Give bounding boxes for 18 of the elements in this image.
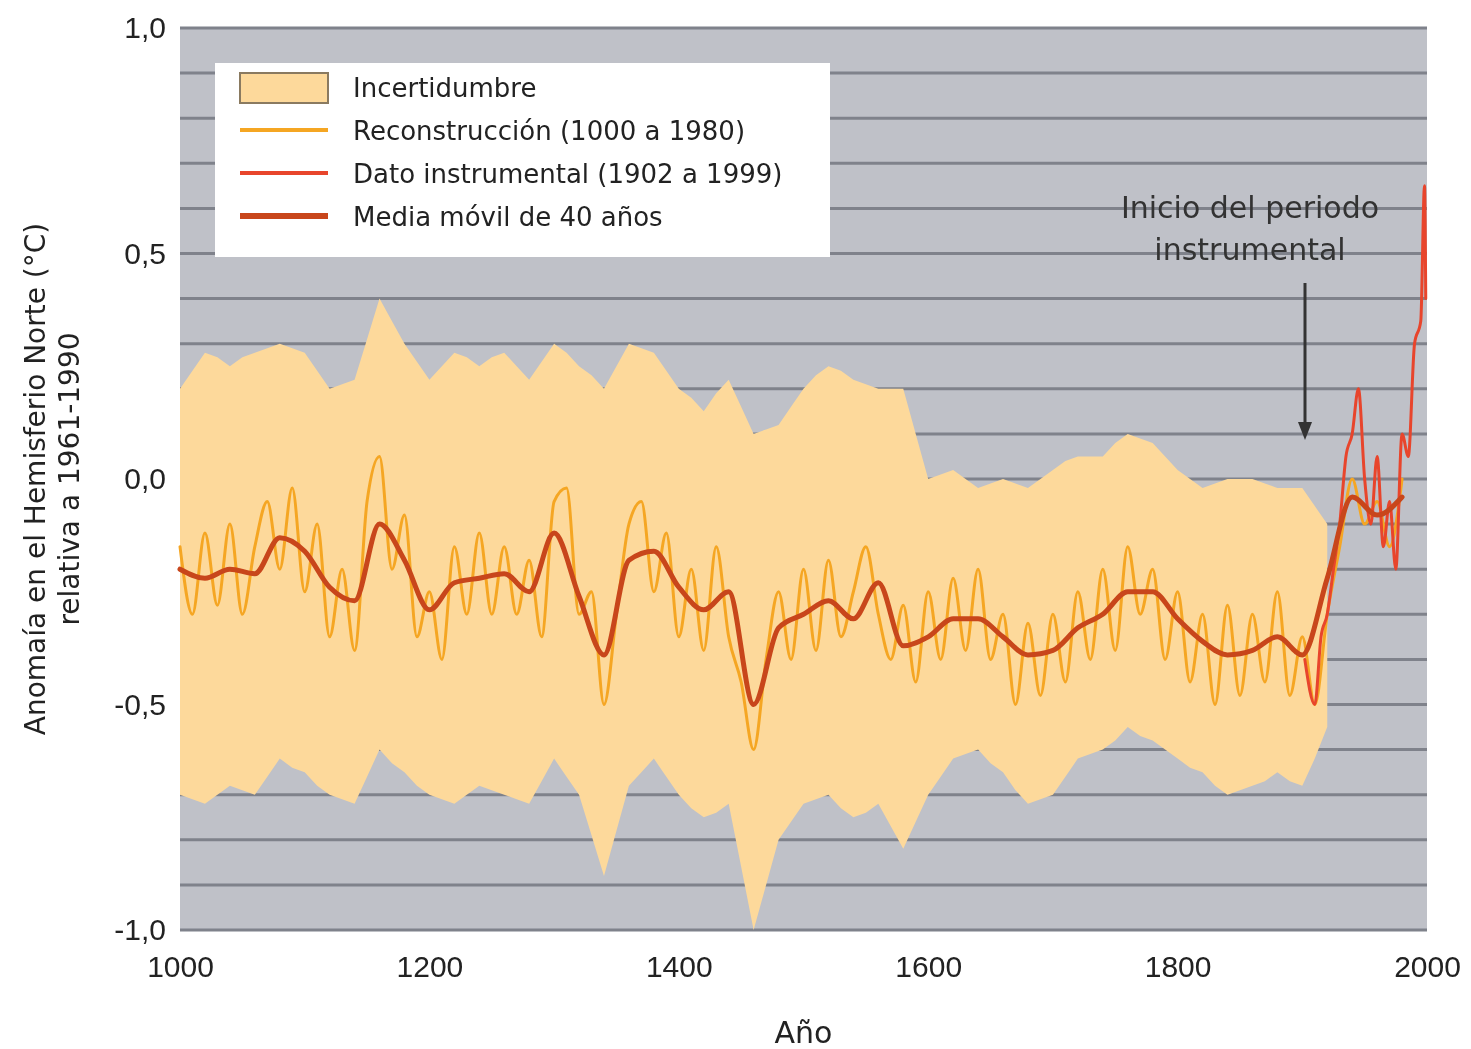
x-tick-label: 1000: [147, 950, 214, 984]
legend-label: Incertidumbre: [353, 73, 537, 103]
legend-label: Dato instrumental (1902 a 1999): [353, 159, 783, 189]
y-tick-label: -0,5: [114, 687, 166, 721]
annotation: Inicio del periodo instrumental: [1120, 190, 1380, 267]
x-tick-label: 2000: [1394, 950, 1461, 984]
legend-label: Media móvil de 40 años: [353, 202, 663, 232]
y-tick-label: 0,0: [124, 462, 166, 496]
legend-label: Reconstrucción (1000 a 1980): [353, 116, 746, 146]
x-axis-title: Año: [774, 1015, 833, 1049]
x-tick-label: 1200: [396, 950, 464, 984]
x-tick-label: 1600: [895, 950, 963, 984]
x-tick-label: 1400: [645, 950, 713, 984]
y-axis-title: Anomaía en el Hemisferio Norte (°C) relativa a 1961-1990: [19, 222, 86, 736]
x-tick-label: 1800: [1144, 950, 1212, 984]
y-tick-label: 1,0: [124, 11, 166, 45]
y-tick-label: -1,0: [114, 913, 166, 947]
y-tick-label: 0,5: [124, 236, 166, 270]
